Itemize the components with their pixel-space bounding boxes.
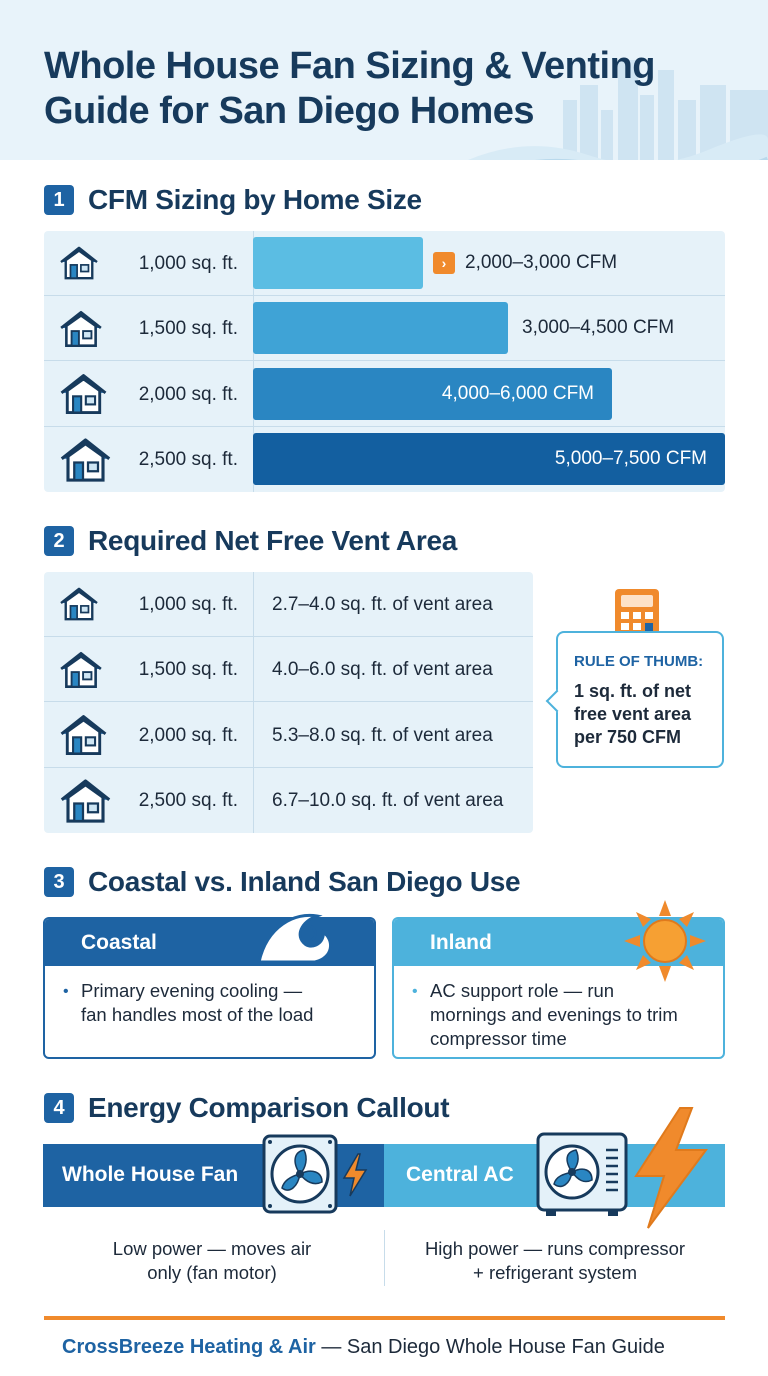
vent-row: 2,500 sq. ft. 6.7–10.0 sq. ft. of vent a…: [44, 768, 533, 833]
home-size: 2,500 sq. ft.: [138, 448, 238, 470]
house-icon: [60, 778, 111, 823]
home-size: 1,000 sq. ft.: [138, 594, 238, 615]
rule-line: 1 sq. ft. of net: [574, 681, 691, 701]
section-title: Energy Comparison Callout: [88, 1092, 450, 1123]
city-skyline-icon: [468, 60, 768, 160]
vent-table: 1,000 sq. ft. 2.7–4.0 sq. ft. of vent ar…: [44, 572, 533, 833]
vent-area: 5.3–8.0 sq. ft. of vent area: [272, 724, 493, 746]
cfm-row: 1,500 sq. ft. 3,000–4,500 CFM: [44, 296, 725, 362]
cfm-bar: [253, 237, 423, 289]
desc-line: Low power — moves air: [112, 1238, 312, 1259]
cfm-row: 2,500 sq. ft. 5,000–7,500 CFM: [44, 427, 725, 492]
section-vent-heading: 2 Required Net Free Vent Area: [44, 525, 457, 557]
rule-title: RULE OF THUMB:: [574, 653, 704, 670]
house-icon: [60, 715, 107, 756]
cfm-row: 1,000 sq. ft. › 2,000–3,000 CFM: [44, 231, 725, 296]
callout-pointer: [545, 689, 569, 713]
home-size: 2,500 sq. ft.: [138, 789, 238, 811]
vent-area: 4.0–6.0 sq. ft. of vent area: [272, 659, 493, 681]
section-title: Required Net Free Vent Area: [88, 525, 457, 556]
house-icon: [60, 310, 102, 347]
house-icon: [60, 588, 98, 621]
cfm-row: 2,000 sq. ft. 4,000–6,000 CFM: [44, 362, 725, 427]
vent-area: 2.7–4.0 sq. ft. of vent area: [272, 594, 493, 615]
lightning-icon: [634, 1107, 708, 1229]
column-divider: [253, 572, 254, 833]
house-icon: [60, 374, 107, 415]
ac-unit-icon: [536, 1132, 628, 1216]
chevron-right-icon: ›: [433, 252, 455, 274]
wave-icon: [255, 913, 355, 966]
page-title: Whole House Fan Sizing & Venting Guide f…: [44, 45, 656, 132]
home-size: 2,000 sq. ft.: [138, 383, 238, 405]
cfm-bar: [253, 432, 725, 485]
card-line: compressor time: [430, 1028, 567, 1049]
home-size: 2,000 sq. ft.: [138, 724, 238, 746]
fan-icon: [262, 1134, 338, 1214]
bullet: •: [63, 983, 69, 1000]
cfm-value: 5,000–7,500 CFM: [554, 447, 707, 469]
lightning-icon: [342, 1153, 368, 1197]
desc-line: High power — runs compressor: [424, 1238, 686, 1259]
section-number: 3: [44, 867, 74, 897]
vent-area: 6.7–10.0 sq. ft. of vent area: [272, 789, 504, 811]
section-region-heading: 3 Coastal vs. Inland San Diego Use: [44, 866, 521, 898]
cfm-bar: [253, 367, 612, 420]
column-divider: [253, 231, 254, 492]
house-icon: [60, 651, 102, 688]
card-body: Primary evening cooling — fan handles mo…: [81, 979, 313, 1027]
vent-row: 1,500 sq. ft. 4.0–6.0 sq. ft. of vent ar…: [44, 637, 533, 703]
card-title: Inland: [430, 931, 492, 954]
divider: [384, 1230, 385, 1286]
desc-line: only (fan motor): [147, 1262, 277, 1283]
desc-line: + refrigerant system: [473, 1262, 637, 1283]
ac-label: Central AC: [406, 1163, 514, 1186]
home-size: 1,000 sq. ft.: [138, 253, 238, 274]
vent-row: 1,000 sq. ft. 2.7–4.0 sq. ft. of vent ar…: [44, 572, 533, 637]
card-line: AC support role — run: [430, 980, 615, 1001]
house-icon: [60, 437, 111, 482]
cfm-value: 2,000–3,000 CFM: [465, 252, 618, 273]
fan-label: Whole House Fan: [62, 1163, 239, 1186]
header-banner: Whole House Fan Sizing & Venting Guide f…: [0, 0, 768, 160]
card-line: fan handles most of the load: [81, 1004, 314, 1025]
card-line: mornings and evenings to trim: [430, 1004, 678, 1025]
vent-row: 2,000 sq. ft. 5.3–8.0 sq. ft. of vent ar…: [44, 703, 533, 768]
bullet: •: [412, 983, 418, 1000]
section-number: 4: [44, 1093, 74, 1123]
card-title: Coastal: [81, 931, 157, 954]
section-number: 2: [44, 526, 74, 556]
section-title: Coastal vs. Inland San Diego Use: [88, 866, 521, 897]
footer: CrossBreeze Heating & Air — San Diego Wh…: [62, 1336, 665, 1359]
cfm-table: 1,000 sq. ft. › 2,000–3,000 CFM 1,500 sq. …: [44, 231, 725, 492]
cfm-value: 3,000–4,500 CFM: [522, 317, 675, 339]
fan-description: Low power — moves air only (fan motor): [70, 1237, 354, 1285]
section-energy-heading: 4 Energy Comparison Callout: [44, 1092, 450, 1124]
rule-line: per 750 CFM: [574, 727, 682, 747]
card-body: AC support role — run mornings and eveni…: [430, 979, 678, 1051]
cfm-value: 4,000–6,000 CFM: [441, 382, 594, 404]
card-line: Primary evening cooling —: [81, 980, 303, 1001]
home-size: 1,500 sq. ft.: [138, 659, 238, 681]
ac-description: High power — runs compressor + refrigera…: [396, 1237, 714, 1285]
rule-line: free vent area: [574, 704, 692, 724]
cfm-bar: [253, 302, 508, 355]
sun-icon: [624, 900, 706, 982]
rule-of-thumb-callout: RULE OF THUMB: 1 sq. ft. of net free ven…: [545, 631, 724, 768]
rule-body: 1 sq. ft. of net free vent area per 750 …: [574, 680, 708, 749]
section-cfm-heading: 1 CFM Sizing by Home Size: [44, 184, 422, 216]
section-number: 1: [44, 185, 74, 215]
section-title: CFM Sizing by Home Size: [88, 184, 422, 215]
footer-brand: CrossBreeze Heating & Air: [62, 1336, 316, 1358]
footer-rule: [44, 1316, 725, 1320]
house-icon: [60, 247, 98, 280]
home-size: 1,500 sq. ft.: [138, 318, 238, 340]
footer-text: — San Diego Whole House Fan Guide: [315, 1336, 665, 1358]
